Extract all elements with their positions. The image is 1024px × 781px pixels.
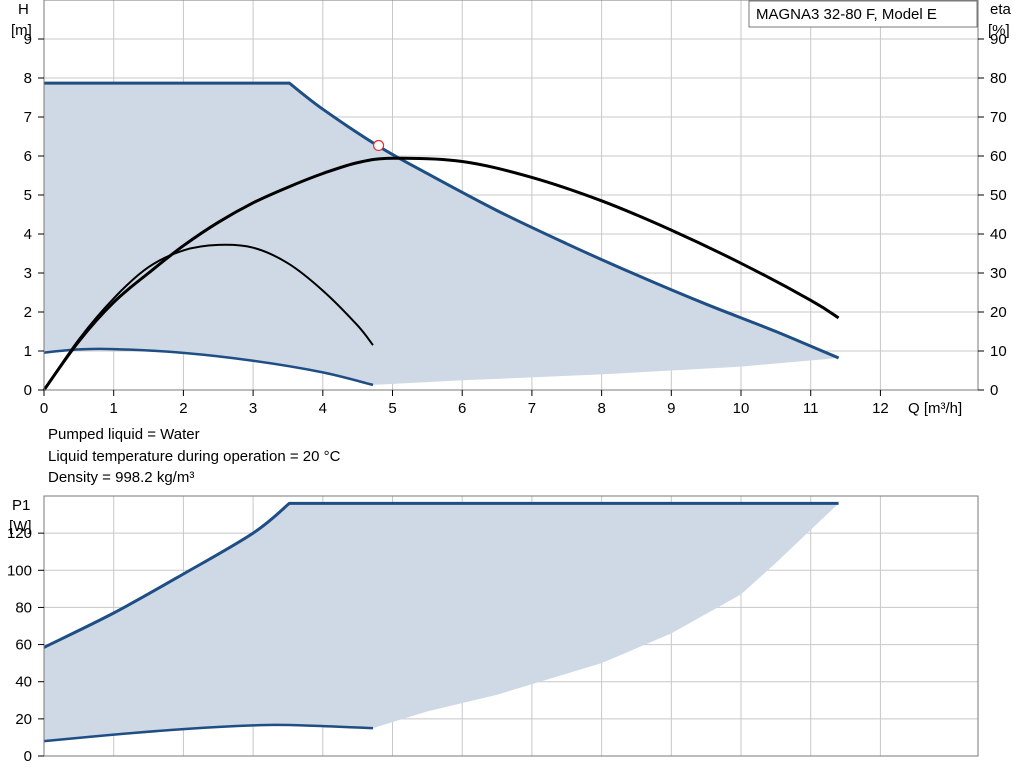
x-axis-label-flow: Q [m³/h]	[908, 400, 962, 417]
x-tick-label: 9	[667, 400, 675, 417]
model-label: MAGNA3 32-80 F, Model E	[756, 6, 937, 23]
y-tick-label-head: 6	[24, 148, 32, 165]
efficiency-max-curve	[42, 156, 840, 391]
x-tick-label: 11	[803, 400, 819, 417]
bottom-operating-area	[44, 503, 839, 742]
y-axis-label-head: H	[18, 1, 29, 18]
x-tick-label: 1	[110, 400, 118, 417]
x-tick-label: 0	[40, 400, 48, 417]
y-tick-label-eta: 40	[990, 226, 1007, 243]
y-tick-label-eta: 50	[990, 187, 1007, 204]
x-tick-label: 7	[528, 400, 536, 417]
y-tick-label-power: 60	[15, 637, 32, 654]
y-tick-label-power: 100	[7, 562, 32, 579]
y-tick-label-eta: 70	[990, 109, 1007, 126]
power-max-curve	[43, 501, 839, 649]
bottom-curves	[43, 501, 839, 743]
y-tick-label-power: 0	[24, 748, 32, 765]
y-tick-label-power: 80	[15, 599, 32, 616]
head-operating-area	[44, 83, 839, 385]
y-axis-label-power: P1	[12, 497, 30, 514]
y-tick-label-head: 9	[24, 31, 32, 48]
x-tick-label: 10	[733, 400, 750, 417]
y-tick-label-head: 3	[24, 265, 32, 282]
note-density: Density = 998.2 kg/m³	[48, 469, 194, 486]
note-pumped-liquid: Pumped liquid = Water	[48, 426, 200, 443]
y-tick-label-head: 2	[24, 304, 32, 321]
power-chart: 0 20 40 60 80 100 120 P1 [W]	[7, 495, 979, 765]
y-tick-label-head: 7	[24, 109, 32, 126]
head-max-curve	[44, 81, 840, 360]
power-operating-area	[44, 503, 839, 742]
bottom-tick-labels: 0 20 40 60 80 100 120	[7, 525, 44, 765]
y-tick-label-eta: 60	[990, 148, 1007, 165]
y-tick-label-eta: 80	[990, 70, 1007, 87]
y-tick-label-eta: 0	[990, 382, 998, 399]
y-tick-label-head: 1	[24, 343, 32, 360]
y-axis-unit-head: [m]	[11, 22, 32, 39]
top-curves	[42, 81, 840, 391]
y-tick-label-eta: 10	[990, 343, 1007, 360]
top-operating-area	[44, 83, 839, 385]
model-label-box	[748, 0, 978, 28]
duty-point-marker	[372, 139, 385, 152]
note-liquid-temperature: Liquid temperature during operation = 20…	[48, 448, 341, 465]
efficiency-min-curve	[43, 243, 374, 391]
y-tick-label-power: 120	[7, 525, 32, 542]
x-tick-label: 6	[458, 400, 466, 417]
x-tick-label: 5	[388, 400, 396, 417]
y-tick-label-eta: 20	[990, 304, 1007, 321]
y-tick-label-eta: 30	[990, 265, 1007, 282]
y-tick-label-head: 8	[24, 70, 32, 87]
x-tick-label: 8	[597, 400, 605, 417]
y-tick-label-eta: 90	[990, 31, 1007, 48]
y-tick-label-head: 0	[24, 382, 32, 399]
y-axis-unit-power: [W]	[9, 518, 32, 535]
bottom-plot-frame	[43, 495, 979, 757]
y-tick-label-head: 4	[24, 226, 32, 243]
y-tick-label-head: 5	[24, 187, 32, 204]
y-tick-label-power: 40	[15, 674, 32, 691]
x-tick-label: 12	[872, 400, 889, 417]
y-tick-label-power: 20	[15, 711, 32, 728]
x-tick-label: 2	[179, 400, 187, 417]
x-tick-label: 4	[319, 400, 327, 417]
liquid-notes: Pumped liquid = Water Liquid temperature…	[48, 426, 341, 486]
y-axis-unit-eta: [%]	[988, 22, 1010, 39]
y-axis-label-eta: eta	[990, 1, 1012, 18]
power-min-curve	[43, 723, 374, 743]
x-tick-label: 3	[249, 400, 257, 417]
head-min-curve	[43, 347, 374, 387]
